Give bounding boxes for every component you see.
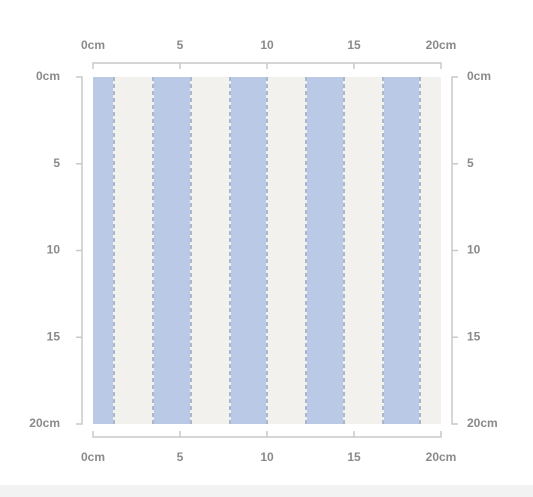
- ruler-label: 15: [347, 38, 361, 52]
- ruler-label: 5: [467, 156, 474, 170]
- stripe: [93, 77, 113, 424]
- footer-bar: [0, 485, 533, 497]
- ruler-label: 0cm: [36, 69, 60, 83]
- ruler-label: 0cm: [81, 38, 105, 52]
- ruler-label: 10: [260, 450, 274, 464]
- ruler-label: 5: [177, 38, 184, 52]
- stitch-lines: [113, 77, 421, 424]
- ruler-label: 5: [53, 156, 60, 170]
- ruler-label: 20cm: [426, 38, 457, 52]
- ruler-label: 20cm: [29, 416, 60, 430]
- stripe: [231, 77, 266, 424]
- stripe: [154, 77, 190, 424]
- ruler-label: 10: [47, 243, 61, 257]
- ruler-label: 10: [467, 243, 481, 257]
- ruler-label: 10: [260, 38, 274, 52]
- ruler-label: 20cm: [467, 416, 498, 430]
- stripe: [384, 77, 419, 424]
- fabric: [93, 77, 441, 424]
- ruler-label: 15: [467, 329, 481, 343]
- ruler-label: 15: [47, 329, 61, 343]
- stripe: [307, 77, 343, 424]
- ruler-label: 5: [177, 450, 184, 464]
- ruler-label: 0cm: [81, 450, 105, 464]
- ruler-label: 15: [347, 450, 361, 464]
- ruler-label: 0cm: [467, 69, 491, 83]
- ruler-label: 20cm: [426, 450, 457, 464]
